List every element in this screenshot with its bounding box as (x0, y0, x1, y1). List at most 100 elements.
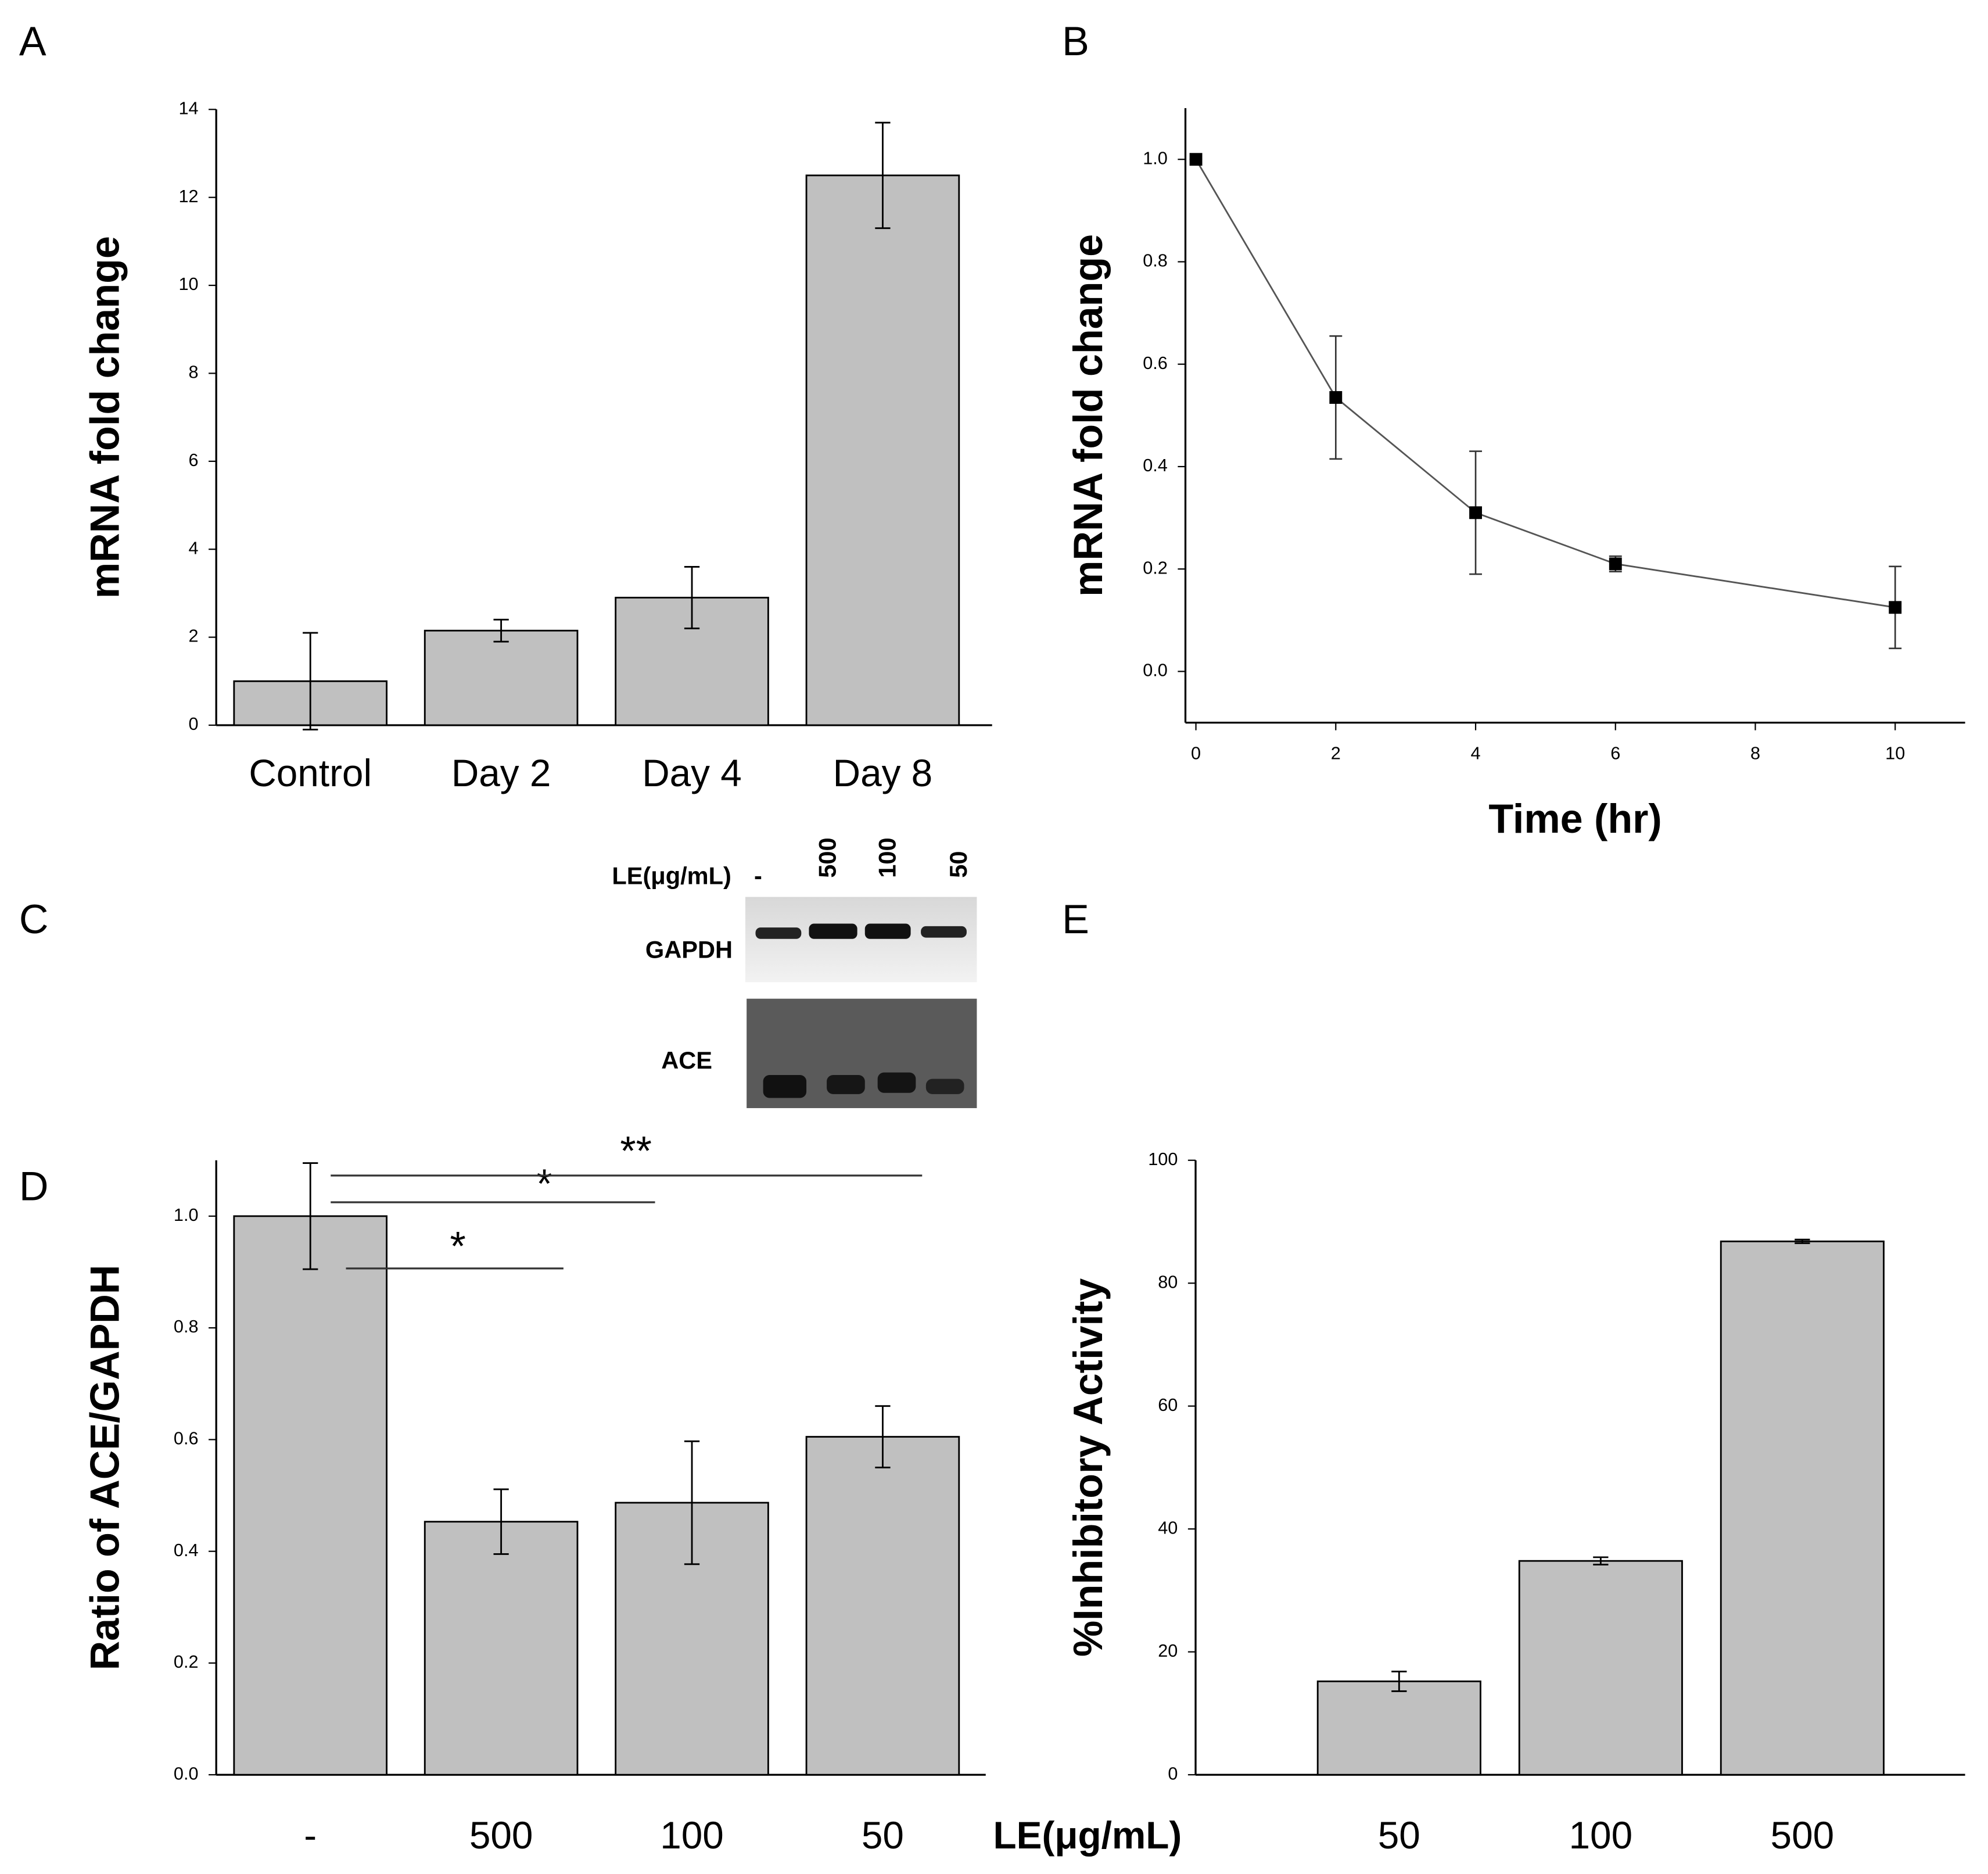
bar (424, 1521, 579, 1776)
lane-label: - (754, 862, 762, 890)
y-axis-label: mRNA fold change (1065, 234, 1111, 597)
error-bar (1795, 1238, 1810, 1244)
bar (424, 629, 579, 726)
x-tick-label: 2 (1331, 743, 1341, 763)
x-tick-label: 100 (660, 1814, 724, 1857)
x-tick-label: 8 (1750, 743, 1760, 763)
blot-row-label: ACE (661, 1047, 712, 1074)
bar (1316, 1680, 1481, 1776)
x-tick-label: Control (249, 752, 372, 794)
error-bar (303, 1162, 318, 1270)
y-tick-label: 12 (178, 187, 198, 206)
bar (805, 174, 960, 726)
western-blot (745, 897, 977, 1108)
x-tick-label: 50 (862, 1814, 904, 1857)
y-tick-label: 20 (1158, 1641, 1178, 1661)
lane-label: 50 (945, 851, 972, 877)
line (1195, 159, 1896, 608)
error-bar (684, 566, 700, 629)
y-tick-label: 6 (188, 450, 198, 470)
band (864, 923, 911, 939)
shared-x-label: LE(μg/mL) (993, 1814, 1182, 1857)
panel-label: B (1062, 19, 1089, 64)
blot-treatment-label: LE(μg/mL) (612, 862, 731, 890)
x-tick-label: 6 (1610, 743, 1620, 763)
marker (1189, 153, 1203, 166)
y-tick-label: 40 (1158, 1518, 1178, 1538)
marker (1609, 557, 1622, 571)
significance-label: ** (620, 1128, 652, 1173)
marker (1889, 601, 1902, 614)
y-axis-label: mRNA fold change (82, 236, 128, 599)
y-tick-label: 0.0 (1143, 661, 1168, 680)
error-bar (493, 1488, 509, 1555)
panel-label: A (19, 19, 46, 64)
x-tick-label: Day 8 (833, 752, 933, 794)
y-tick-label: 0.6 (1143, 353, 1168, 373)
x-tick-label: 50 (1378, 1814, 1420, 1857)
lane-label: 500 (813, 837, 841, 877)
error-bar (303, 632, 318, 730)
y-tick-label: 0.2 (1143, 558, 1168, 578)
error-bar (1391, 1671, 1407, 1692)
error-bar (875, 1405, 891, 1468)
blot-row-label: GAPDH (645, 936, 733, 963)
y-tick-label: 80 (1158, 1272, 1178, 1292)
band (877, 1072, 916, 1093)
y-axis-label: %Inhibitory Activity (1065, 1278, 1111, 1657)
panel-label: C (19, 897, 49, 942)
error-bar (875, 121, 891, 230)
x-tick-label: 10 (1885, 743, 1905, 763)
x-tick-label: 0 (1191, 743, 1201, 763)
y-tick-label: 2 (188, 626, 198, 646)
y-tick-label: 60 (1158, 1395, 1178, 1415)
band (925, 1078, 964, 1094)
panel-label: E (1062, 897, 1089, 942)
x-tick-label: 500 (1771, 1814, 1835, 1857)
y-tick-label: 0.4 (174, 1540, 199, 1560)
marker (1469, 506, 1482, 519)
y-tick-label: 0.0 (174, 1764, 199, 1783)
y-tick-label: 0.6 (174, 1428, 199, 1448)
y-tick-label: 1.0 (1143, 148, 1168, 168)
y-tick-label: 14 (178, 98, 198, 118)
error-bar (684, 1440, 700, 1565)
band (755, 927, 802, 939)
bar (805, 1436, 960, 1776)
x-tick-label: - (304, 1814, 317, 1857)
x-tick-label: 500 (469, 1814, 533, 1857)
significance-label: * (536, 1161, 552, 1206)
y-tick-label: 0.8 (1143, 251, 1168, 271)
x-tick-label: Day 4 (642, 752, 742, 794)
panel-label: D (19, 1164, 49, 1209)
error-bar (1593, 1556, 1609, 1565)
y-tick-label: 0 (188, 714, 198, 734)
y-tick-label: 4 (188, 538, 198, 558)
band (809, 923, 857, 939)
bar (233, 1215, 387, 1776)
lane-label: 100 (873, 837, 900, 877)
x-axis-label: Time (hr) (1488, 796, 1662, 841)
significance-label: * (450, 1223, 466, 1269)
band (921, 926, 967, 938)
y-tick-label: 100 (1148, 1149, 1178, 1169)
gapdh-membrane (745, 897, 977, 983)
marker (1329, 391, 1343, 404)
bar (1720, 1240, 1885, 1776)
y-tick-label: 0.4 (1143, 456, 1168, 475)
y-tick-label: 0.8 (174, 1317, 199, 1336)
x-tick-label: Day 2 (451, 752, 551, 794)
y-tick-label: 10 (178, 274, 198, 294)
band (827, 1075, 865, 1094)
y-tick-label: 1.0 (174, 1205, 199, 1225)
y-tick-label: 0 (1168, 1764, 1178, 1783)
error-bar (493, 618, 509, 643)
x-tick-label: 100 (1569, 1814, 1633, 1857)
y-tick-label: 0.2 (174, 1652, 199, 1672)
band (763, 1075, 807, 1098)
y-axis-label: Ratio of ACE/GAPDH (82, 1265, 128, 1671)
x-tick-label: 4 (1471, 743, 1481, 763)
bar (1518, 1560, 1683, 1776)
